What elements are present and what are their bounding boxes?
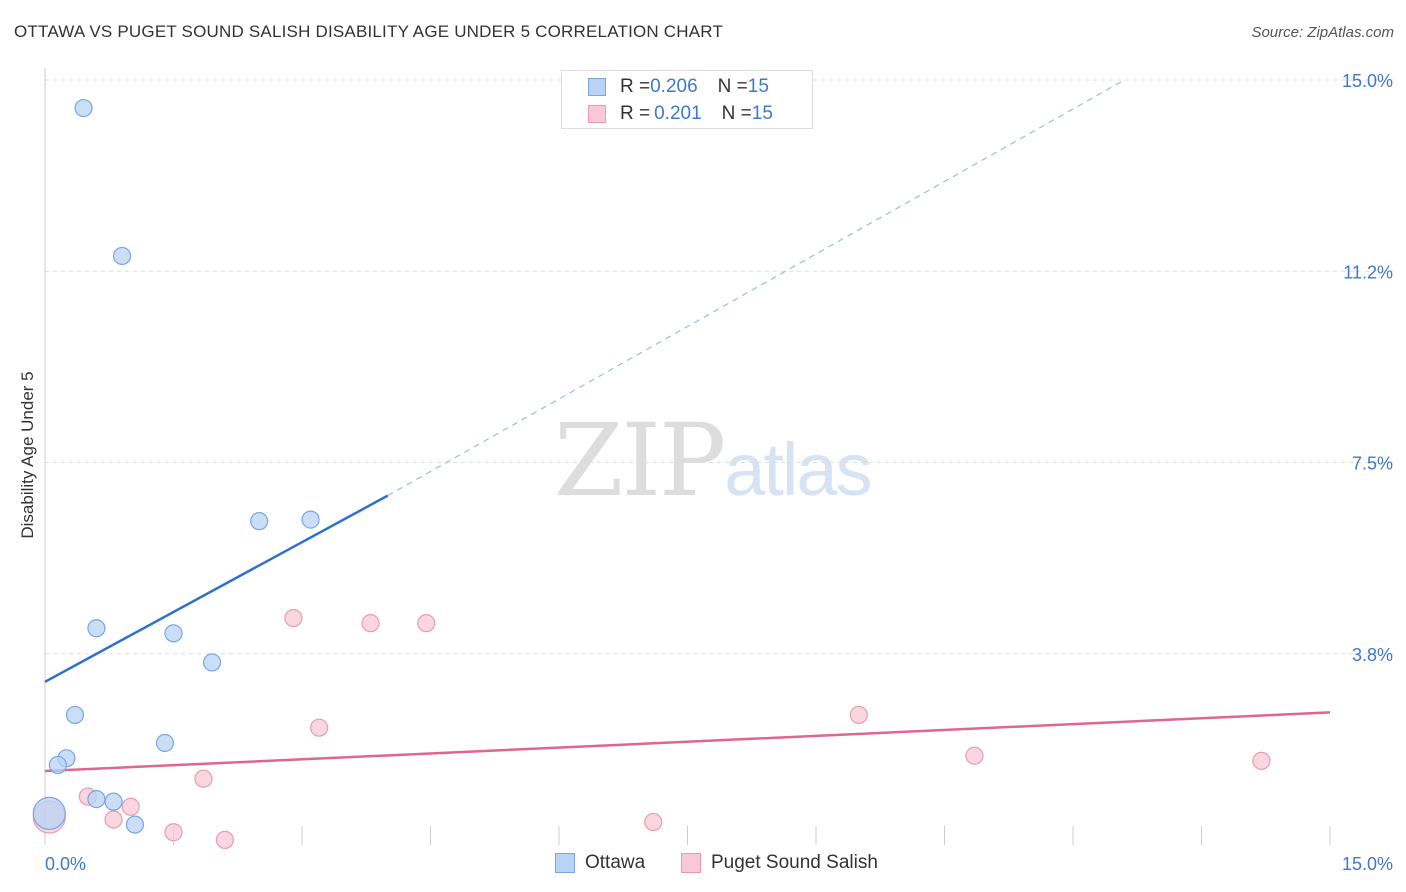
legend-r-label: R =: [620, 103, 651, 124]
ottawa-point: [74, 98, 93, 118]
legend-n-value: 15: [751, 103, 773, 124]
ottawa-point: [202, 653, 222, 672]
trend-layer: [44, 79, 1331, 773]
ottawa-point: [301, 510, 320, 529]
salish-point: [284, 608, 303, 628]
axis-layer: [44, 68, 1331, 845]
salish-point: [121, 797, 140, 816]
y-tick-label: 15.0%: [1342, 71, 1393, 91]
bottom-legend-swatch-salish: [681, 853, 701, 873]
bottom-legend-ottawa: Ottawa: [555, 852, 645, 874]
ottawa-point: [250, 512, 269, 531]
ottawa-point: [87, 619, 106, 638]
watermark-atlas: atlas: [724, 428, 872, 511]
salish-trend-line: [44, 711, 1331, 773]
ottawa-point: [155, 733, 175, 753]
salish-point: [644, 812, 663, 832]
bottom-legend-swatch-ottawa: [555, 853, 575, 873]
watermark-zip: ZIP: [554, 402, 726, 519]
legend-n-label: N =: [717, 76, 748, 97]
legend-r-label: R =: [620, 76, 651, 97]
ottawa-point: [164, 624, 183, 643]
legend: R = 0.206 N = 15 R = 0.201 N = 15: [561, 70, 813, 129]
point-layer: [32, 98, 1271, 850]
salish-point: [965, 746, 984, 765]
y-axis-label: Disability Age Under 5: [18, 371, 37, 539]
salish-point: [164, 823, 183, 842]
bottom-legend-label-salish: Puget Sound Salish: [711, 852, 878, 873]
ottawa-point: [32, 796, 66, 830]
legend-r-value: 0.206: [650, 76, 698, 97]
ottawa-point: [48, 755, 67, 775]
ottawa-point: [65, 705, 85, 725]
ottawa-point: [87, 789, 106, 809]
x-tick-label: 0.0%: [45, 854, 86, 874]
salish-point: [215, 830, 234, 850]
ottawa-point: [125, 815, 145, 834]
legend-swatch-ottawa: [588, 78, 606, 96]
tick-label-layer: 3.8% 7.5% 11.2% 15.0% 0.0% 15.0%: [45, 71, 1393, 874]
salish-point: [310, 718, 329, 737]
salish-point: [1252, 751, 1271, 770]
legend-row-ottawa: R = 0.206 N = 15: [588, 75, 769, 99]
legend-n-label: N =: [721, 103, 752, 124]
bottom-legend-salish: Puget Sound Salish: [681, 852, 878, 874]
salish-point: [417, 614, 436, 633]
salish-point: [361, 614, 380, 633]
ottawa-point: [112, 246, 132, 266]
legend-row-salish: R = 0.201 N = 15: [588, 102, 773, 126]
y-tick-label: 3.8%: [1352, 645, 1393, 665]
source-label: Source: ZipAtlas.com: [1251, 24, 1394, 41]
y-tick-label: 7.5%: [1352, 454, 1393, 474]
salish-point: [194, 769, 213, 788]
x-tick-label: 15.0%: [1342, 854, 1393, 874]
chart-title: OTTAWA VS PUGET SOUND SALISH DISABILITY …: [14, 22, 724, 41]
watermark: ZIPatlas: [554, 402, 873, 519]
ottawa-point: [104, 792, 123, 811]
grid-layer: [45, 79, 1395, 655]
legend-n-value: 15: [747, 76, 769, 97]
salish-point: [849, 705, 868, 725]
ottawa-trend-line: [44, 494, 389, 683]
bottom-legend-label-ottawa: Ottawa: [585, 852, 646, 873]
bottom-legend: Ottawa Puget Sound Salish: [0, 852, 1406, 878]
ottawa-trend-extension: [387, 79, 1125, 497]
legend-swatch-salish: [588, 105, 606, 123]
legend-r-value: 0.201: [654, 103, 702, 124]
salish-point: [104, 810, 123, 829]
y-tick-label: 11.2%: [1343, 262, 1393, 282]
